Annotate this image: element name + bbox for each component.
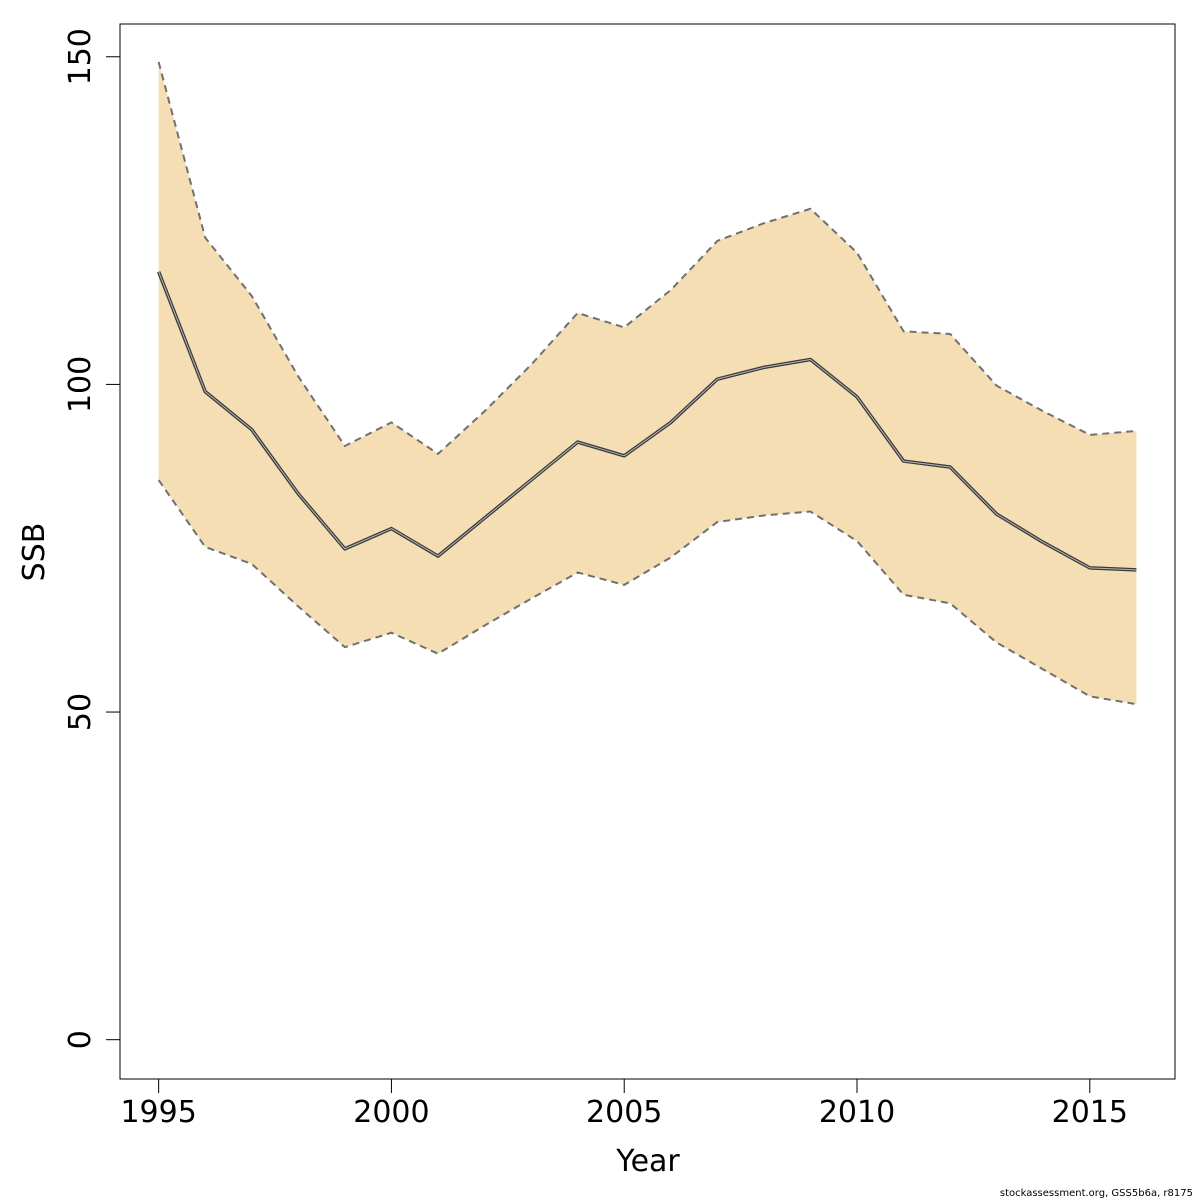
lower-bound-line (157, 479, 1137, 706)
y-tick-label: 100 (63, 356, 98, 413)
x-tick-label: 1995 (120, 1095, 196, 1130)
x-tick-label: 2010 (819, 1095, 895, 1130)
y-axis-title: SSB (17, 523, 52, 582)
y-tick-label: 150 (63, 28, 98, 85)
y-tick-label: 50 (63, 693, 98, 731)
upper-bound-line (157, 61, 1137, 456)
estimate-line-highlight (158, 271, 1137, 571)
footer-credit: stockassessment.org, GSS5b6a, r8175 (1000, 1188, 1193, 1199)
plot-area (157, 61, 1137, 706)
confidence-band (158, 62, 1137, 705)
x-tick-label: 2005 (586, 1095, 662, 1130)
y-axis: 0 50 100 150 (63, 28, 121, 1049)
x-tick-label: 2015 (1052, 1095, 1128, 1130)
x-axis: 1995 2000 2005 2010 2015 (120, 1078, 1128, 1130)
x-axis-title: Year (615, 1144, 680, 1179)
y-tick-label: 0 (63, 1030, 98, 1049)
x-tick-label: 2000 (353, 1095, 429, 1130)
